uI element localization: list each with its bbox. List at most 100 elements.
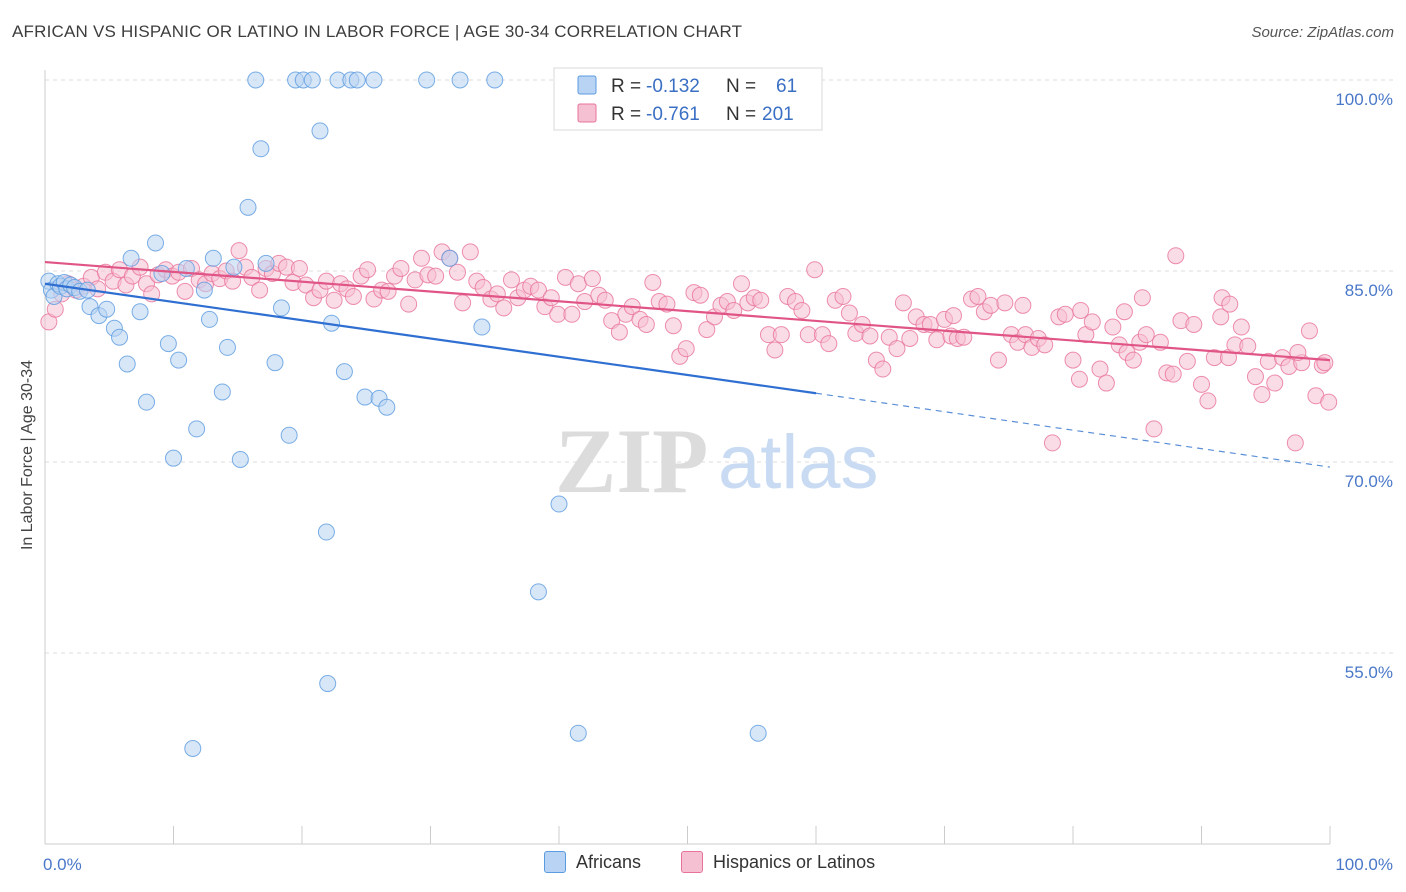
- hispanics-point-156: [1097, 374, 1115, 392]
- africans-point-49: [335, 363, 353, 381]
- hispanics-point-91: [658, 295, 676, 313]
- hispanics-point-45: [344, 287, 362, 305]
- africans-point-61: [550, 495, 568, 513]
- africans-point-18: [131, 303, 149, 321]
- hispanics-trend-line: [44, 260, 1331, 362]
- hispanics-point-62: [461, 243, 479, 261]
- hispanics-point-157: [1104, 318, 1122, 336]
- hispanics-point-75: [549, 305, 567, 323]
- africans-point-21: [153, 265, 171, 283]
- africans-point-45: [317, 523, 335, 541]
- hispanics-point-115: [820, 335, 838, 353]
- hispanics-point-79: [576, 293, 594, 311]
- hispanics-point-50: [379, 282, 397, 300]
- africans-point-64: [749, 724, 767, 742]
- stats-legend: R = -0.132 N = 61 R = -0.761 N = 201: [553, 67, 823, 131]
- series-africans-points: [40, 71, 767, 757]
- hispanics-point-121: [861, 327, 879, 345]
- africans-point-55: [378, 398, 396, 416]
- africans-point-58: [451, 71, 469, 89]
- hispanics-point-181: [1266, 374, 1284, 392]
- africans-point-36: [252, 140, 270, 158]
- hispanics-point-41: [317, 272, 335, 290]
- hispanics-point-155: [1091, 360, 1109, 378]
- hispanics-point-171: [1199, 392, 1217, 410]
- hispanics-point-108: [772, 326, 790, 344]
- hispanics-point-169: [1185, 315, 1203, 333]
- hispanics-point-77: [563, 305, 581, 323]
- hispanics-point-147: [1036, 336, 1054, 354]
- y-tick-label-3: 100.0%: [1335, 90, 1393, 109]
- hispanics-point-140: [989, 351, 1007, 369]
- legend-n-hispanics: 201: [762, 104, 794, 125]
- hispanics-point-184: [1286, 434, 1304, 452]
- africans-point-57: [441, 249, 459, 267]
- africans-trend-line: [44, 282, 817, 395]
- hispanics-point-131: [928, 331, 946, 349]
- africans-point-63: [569, 724, 587, 742]
- legend-swatch-hispanics-bottom: [681, 851, 703, 873]
- legend-n-label-hispanics: N =: [726, 104, 756, 125]
- africans-point-19: [138, 393, 156, 411]
- africans-point-31: [218, 338, 236, 356]
- hispanics-point-88: [637, 315, 655, 333]
- watermark-zip: ZIP: [555, 410, 708, 512]
- africans-point-62: [529, 583, 547, 601]
- africans-point-15: [111, 328, 129, 346]
- hispanics-point-37: [290, 259, 308, 277]
- hispanics-point-52: [392, 259, 410, 277]
- africans-point-17: [122, 249, 140, 267]
- hispanics-point-68: [502, 271, 520, 289]
- hispanics-point-107: [766, 341, 784, 359]
- hispanics-point-126: [894, 294, 912, 312]
- hispanics-point-193: [1221, 295, 1239, 313]
- hispanics-point-125: [888, 340, 906, 358]
- source-label: Source: ZipAtlas.com: [1251, 24, 1394, 41]
- x-tick-label-0: 0.0%: [43, 855, 82, 874]
- hispanics-point-177: [1239, 337, 1257, 355]
- africans-point-26: [188, 420, 206, 438]
- legend-r-label-hispanics: R =: [611, 104, 641, 125]
- hispanics-point-60: [448, 263, 466, 281]
- hispanics-point-176: [1232, 318, 1250, 336]
- africans-point-29: [204, 249, 222, 267]
- africans-point-52: [356, 388, 374, 406]
- hispanics-point-84: [610, 323, 628, 341]
- africans-point-53: [365, 71, 383, 89]
- hispanics-point-127: [901, 329, 919, 347]
- hispanics-point-190: [1133, 289, 1151, 307]
- bottom-legend: Africans Hispanics or Latinos: [0, 851, 1406, 877]
- hispanics-point-151: [1064, 351, 1082, 369]
- hispanics-point-113: [806, 261, 824, 279]
- y-tick-label-0: 55.0%: [1345, 663, 1393, 682]
- hispanics-point-150: [1056, 305, 1074, 323]
- hispanics-point-92: [664, 317, 682, 335]
- africans-point-39: [272, 299, 290, 317]
- hispanics-point-74: [542, 289, 560, 307]
- hispanics-point-123: [874, 360, 892, 378]
- hispanics-point-111: [793, 301, 811, 319]
- hispanics-point-186: [1300, 322, 1318, 340]
- legend-item-hispanics: Hispanics or Latinos: [681, 851, 875, 873]
- hispanics-point-189: [1320, 393, 1338, 411]
- hispanics-point-196: [1072, 301, 1090, 319]
- hispanics-point-118: [840, 304, 858, 322]
- africans-point-34: [239, 198, 257, 216]
- legend-r-africans: -0.132: [646, 76, 700, 97]
- legend-n-africans: 61: [776, 76, 797, 97]
- y-tick-labels: 55.0% 70.0% 85.0% 100.0%: [1335, 90, 1393, 682]
- hispanics-point-112: [799, 326, 817, 344]
- africans-point-40: [280, 426, 298, 444]
- hispanics-point-80: [583, 270, 601, 288]
- legend-label-hispanics: Hispanics or Latinos: [713, 851, 876, 872]
- hispanics-point-166: [1164, 365, 1182, 383]
- hispanics-point-197: [1115, 303, 1133, 321]
- africans-point-24: [170, 351, 188, 369]
- hispanics-point-173: [1212, 308, 1230, 326]
- hispanics-point-199: [944, 307, 962, 325]
- africans-point-33: [231, 450, 249, 468]
- hispanics-point-28: [230, 242, 248, 260]
- hispanics-point-102: [732, 275, 750, 293]
- africans-trend-extension: [815, 392, 1331, 468]
